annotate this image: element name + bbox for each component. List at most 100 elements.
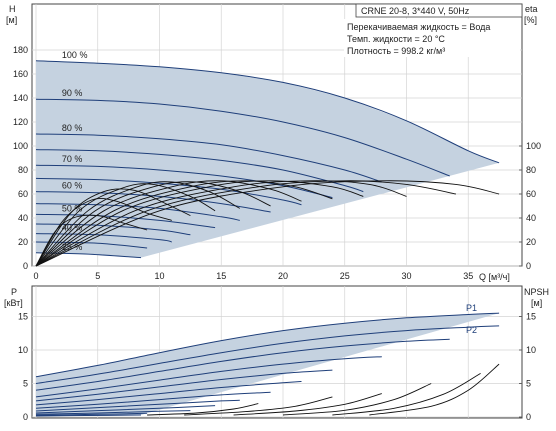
- head-curve: [35, 133, 382, 183]
- efficiency-curve: [35, 181, 241, 267]
- power-axis-label-unit: [кВт]: [4, 298, 23, 308]
- flow-tick-label: 15: [216, 271, 226, 281]
- head-tick-label: 100: [13, 141, 28, 151]
- flow-tick-label: 10: [154, 271, 164, 281]
- speed-label: 90 %: [62, 88, 83, 98]
- eta-tick-label: 20: [526, 237, 536, 247]
- fluid-notes-box: [344, 19, 520, 57]
- efficiency-curves: [35, 180, 500, 267]
- head-tick-label: 160: [13, 69, 28, 79]
- p2-curve-label: P2: [466, 325, 477, 335]
- eta-tick-label: 40: [526, 213, 536, 223]
- power-curve: [35, 356, 382, 398]
- head-tick-label: 0: [23, 261, 28, 271]
- npsh-curve: [282, 383, 432, 416]
- npsh-curves: [147, 363, 500, 416]
- power-curve: [35, 410, 191, 415]
- head-curve: [35, 60, 500, 164]
- speed-label: 40 %: [62, 223, 83, 233]
- head-curve: [35, 213, 216, 229]
- flow-tick-label: 25: [340, 271, 350, 281]
- speed-label: 70 %: [62, 154, 83, 164]
- flow-tick-label: 20: [278, 271, 288, 281]
- head-tick-label: 120: [13, 117, 28, 127]
- head-tick-label: 20: [18, 237, 28, 247]
- eta-tick-label: 0: [526, 261, 531, 271]
- npsh-curve: [369, 363, 500, 416]
- npsh-tick-label: 5: [526, 379, 531, 389]
- eta-tick-label: 80: [526, 165, 536, 175]
- power-curve: [35, 391, 271, 409]
- power-envelope: [36, 313, 500, 416]
- efficiency-curve: [35, 180, 302, 267]
- head-envelope: [36, 60, 500, 258]
- power-curve: [35, 369, 333, 402]
- flow-tick-label: 30: [401, 271, 411, 281]
- efficiency-curve: [35, 180, 364, 267]
- power-curves: [35, 312, 500, 417]
- npsh-tick-label: 10: [526, 345, 536, 355]
- power-envelope-area: [36, 313, 500, 416]
- power-curve: [35, 412, 148, 416]
- power-curve: [35, 399, 240, 412]
- head-curve: [35, 98, 450, 177]
- head-curve: [35, 252, 142, 259]
- efficiency-curve: [35, 214, 148, 267]
- efficiency-curve: [35, 181, 271, 267]
- head-axis-label-unit: [м]: [6, 15, 17, 25]
- speed-label: 100 %: [62, 50, 88, 60]
- power-curve: [35, 414, 142, 417]
- npsh-axis-label: NPSH: [524, 287, 549, 297]
- npsh-curve: [233, 393, 382, 416]
- efficiency-curve: [35, 180, 407, 267]
- power-curve: [35, 405, 216, 414]
- npsh-tick-label: 0: [526, 412, 531, 422]
- efficiency-curve: [35, 180, 456, 267]
- power-tick-label: 15: [18, 312, 28, 322]
- head-curve: [35, 223, 191, 236]
- efficiency-curve: [35, 180, 500, 267]
- speed-label: 80 %: [62, 123, 83, 133]
- speed-label: 50 %: [62, 203, 83, 213]
- npsh-tick-label: 15: [526, 312, 536, 322]
- power-tick-label: 10: [18, 345, 28, 355]
- head-curve: [35, 233, 172, 243]
- fluid-note-density: Плотность = 998.2 кг/м³: [347, 46, 445, 56]
- flow-tick-label: 5: [95, 271, 100, 281]
- power-curve: [35, 325, 500, 384]
- power-chart-axes: 0 5 10 15 0 5 10 15: [18, 312, 536, 423]
- head-curve: [35, 241, 148, 249]
- power-axis-label: P: [11, 287, 17, 297]
- power-tick-label: 5: [23, 379, 28, 389]
- eta-tick-label: 100: [526, 141, 541, 151]
- flow-tick-label: 0: [33, 271, 38, 281]
- npsh-curve: [147, 403, 259, 416]
- npsh-axis-label-unit: [м]: [531, 298, 542, 308]
- eta-axis-label-unit: [%]: [524, 15, 537, 25]
- model-title-box: [355, 3, 523, 18]
- head-envelope-area: [36, 60, 500, 258]
- head-curve: [35, 149, 364, 193]
- fluid-note-liquid: Перекачиваемая жидкость = Вода: [347, 22, 490, 32]
- head-curve: [35, 203, 240, 221]
- power-curve: [35, 312, 500, 378]
- efficiency-curve: [35, 188, 191, 267]
- power-curve: [35, 338, 450, 391]
- speed-label: 60 %: [62, 181, 83, 191]
- flow-axis-label: Q [м³/ч]: [479, 272, 510, 282]
- eta-axis-label: eta: [525, 4, 538, 14]
- head-axis-label-h: H: [9, 4, 16, 14]
- power-tick-label: 0: [23, 412, 28, 422]
- p1-curve-label: P1: [466, 303, 477, 313]
- npsh-curve: [184, 396, 333, 416]
- model-title: CRNE 20-8, 3*440 V, 50Hz: [361, 6, 470, 16]
- head-curve: [35, 191, 271, 213]
- head-tick-label: 180: [13, 45, 28, 55]
- head-tick-label: 40: [18, 213, 28, 223]
- head-tick-label: 80: [18, 165, 28, 175]
- npsh-curve: [332, 373, 481, 416]
- head-chart-axes: 0 20 40 60 80 100 120 140 160 180 0 20 40 60 80 100 0 5 10…: [13, 45, 541, 281]
- eta-tick-label: 60: [526, 189, 536, 199]
- efficiency-curve: [35, 197, 172, 267]
